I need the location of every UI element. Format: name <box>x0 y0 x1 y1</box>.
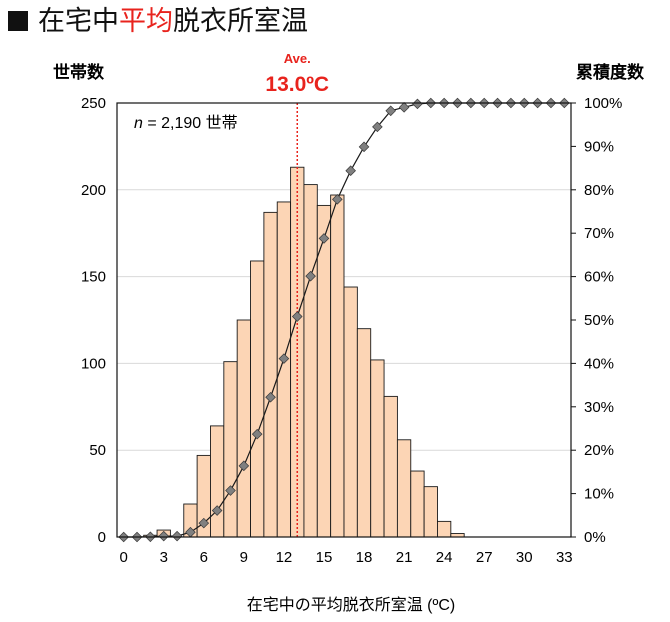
cumulative-marker <box>412 98 423 110</box>
histogram-bar <box>343 286 358 538</box>
y2-tick-label: 0% <box>584 529 606 546</box>
y-tick-label: 50 <box>89 442 106 459</box>
x-tick-label: 0 <box>120 549 128 566</box>
histogram-bar <box>250 260 265 538</box>
x-axis-title: 在宅中の平均脱衣所室温 (ºC) <box>247 596 456 614</box>
sample-note-text: = 2,190 世帯 <box>143 114 238 132</box>
cumulative-marker <box>265 391 276 403</box>
y2-tick-label: 90% <box>584 138 614 155</box>
cumulative-marker <box>345 165 356 176</box>
histogram-bar <box>263 211 278 538</box>
y-tick-label: 0 <box>98 529 106 546</box>
histogram-bar <box>210 425 225 538</box>
y2-tick-label: 100% <box>584 95 622 112</box>
cumulative-marker <box>305 270 316 282</box>
x-tick-label: 27 <box>476 549 493 566</box>
y2-tick-label: 50% <box>584 312 614 329</box>
cumulative-markers <box>118 97 570 543</box>
x-tick-label: 33 <box>556 549 573 566</box>
y2-tick-label: 60% <box>584 269 614 286</box>
x-tick-label: 9 <box>240 549 248 566</box>
page-title-highlight: 平均 <box>119 6 173 37</box>
cumulative-marker <box>372 121 383 133</box>
y-tick-label: 200 <box>81 182 106 199</box>
sample-note: n = 2,190 世帯 <box>134 114 238 132</box>
histogram-bar <box>223 361 238 538</box>
histogram-bar <box>236 319 251 538</box>
left-axis-ticks: 0 50 100 150 200 250 <box>81 95 106 546</box>
y2-tick-label: 20% <box>584 442 614 459</box>
x-tick-label: 30 <box>516 549 533 566</box>
cumulative-marker <box>332 194 343 205</box>
page-title-suffix: 脱衣所室温 <box>173 6 308 37</box>
x-tick-label: 18 <box>356 549 373 566</box>
histogram-bar <box>383 395 398 538</box>
cumulative-marker <box>251 428 263 440</box>
histogram-bars <box>143 166 465 538</box>
histogram-bar <box>316 204 332 538</box>
y-tick-label: 100 <box>81 355 106 372</box>
x-tick-label: 12 <box>276 549 293 566</box>
cumulative-marker <box>398 102 410 113</box>
cumulative-marker <box>358 141 370 153</box>
x-axis-ticks: 0 3 6 9 12 15 18 21 24 27 30 33 <box>120 549 573 566</box>
cumulative-marker <box>278 353 290 364</box>
cumulative-marker <box>211 505 223 516</box>
x-tick-label: 24 <box>436 549 453 566</box>
histogram-bar <box>396 439 412 538</box>
x-tick-label: 6 <box>200 549 208 566</box>
left-axis-title: 世帯数 <box>53 62 105 82</box>
cumulative-marker <box>198 517 210 529</box>
histogram-bar <box>303 184 318 538</box>
cumulative-marker <box>171 530 183 542</box>
sample-note-n: n <box>134 115 143 132</box>
histogram-bar <box>437 520 452 538</box>
y2-tick-label: 70% <box>584 225 614 242</box>
right-axis-title: 累積度数 <box>576 62 645 82</box>
y2-tick-label: 10% <box>584 486 614 503</box>
x-tick-label: 15 <box>316 549 333 566</box>
x-tick-label: 3 <box>160 549 168 566</box>
y-tick-label: 250 <box>81 95 106 112</box>
cumulative-marker <box>385 105 397 117</box>
cumulative-marker <box>225 485 236 496</box>
x-tick-label: 21 <box>396 549 413 566</box>
histogram-bar <box>330 194 345 538</box>
page-title-prefix: 在宅中 <box>38 6 119 37</box>
y2-tick-label: 40% <box>584 355 614 372</box>
right-axis-ticks: 0% 10% 20% 30% 40% 50% 60% 70% 80% 90% 100% <box>571 95 622 546</box>
square-bullet-icon <box>8 11 28 31</box>
page-title: 在宅中平均脱衣所室温 <box>8 4 308 40</box>
histogram-bar <box>370 359 385 538</box>
y2-tick-label: 30% <box>584 399 614 416</box>
histogram-bar <box>423 486 438 538</box>
cumulative-marker <box>318 233 330 244</box>
average-label: Ave. <box>284 51 311 66</box>
cumulative-marker <box>158 530 170 542</box>
histogram-bar <box>410 470 425 538</box>
histogram-bar <box>276 201 292 538</box>
y2-tick-label: 80% <box>584 182 614 199</box>
cumulative-marker <box>238 460 250 472</box>
histogram-bar <box>356 328 372 538</box>
y-tick-label: 150 <box>81 269 106 286</box>
average-value: 13.0ºC <box>265 73 329 96</box>
cumulative-marker <box>291 311 303 322</box>
